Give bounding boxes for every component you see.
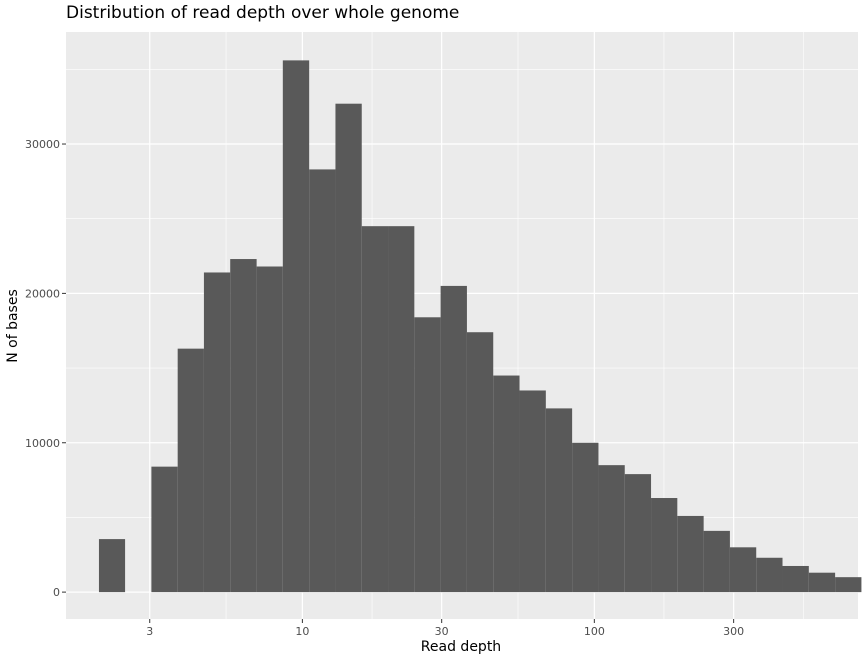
y-tick-label: 0 [53,586,60,599]
histogram-bar [440,285,467,593]
histogram-bar [230,259,257,593]
x-axis: 3 10 30 100 300 [146,619,744,638]
histogram-bar [309,169,336,593]
y-tick-label: 30000 [25,138,60,151]
histogram-bar [703,530,730,593]
chart-title: Distribution of read depth over whole ge… [66,3,460,23]
histogram-bar [414,317,441,593]
y-axis: 0 10000 20000 30000 [25,138,66,599]
x-tick-label: 100 [584,625,605,638]
histogram-bar [729,547,757,593]
histogram-bar [256,266,283,593]
histogram-bar [98,539,126,593]
histogram-bar [756,557,783,593]
x-tick-label: 30 [435,625,449,638]
histogram-bar [835,577,862,593]
histogram-bar [808,572,836,593]
histogram-bar [151,466,178,593]
histogram-bar [782,565,809,593]
histogram-bar [177,348,204,593]
y-tick-label: 10000 [25,437,60,450]
histogram-bar [624,474,652,593]
histogram-bar [651,498,678,593]
histogram-bar [677,515,704,593]
x-tick-label: 300 [723,625,744,638]
histogram-bar [493,375,520,593]
y-tick-label: 20000 [25,287,60,300]
histogram-bar [466,332,494,593]
histogram-bar [519,390,546,593]
histogram-bar [572,442,599,593]
x-tick-label: 10 [295,625,309,638]
x-axis-label: Read depth [420,639,502,655]
histogram-bar [282,60,310,593]
histogram-bar [545,408,573,593]
histogram-bars [98,60,862,593]
histogram-bar [598,465,625,593]
histogram-bar [335,103,362,593]
histogram-bar [361,226,389,593]
histogram-bar [203,272,231,593]
x-tick-label: 3 [146,625,153,638]
histogram-bar [388,226,415,593]
